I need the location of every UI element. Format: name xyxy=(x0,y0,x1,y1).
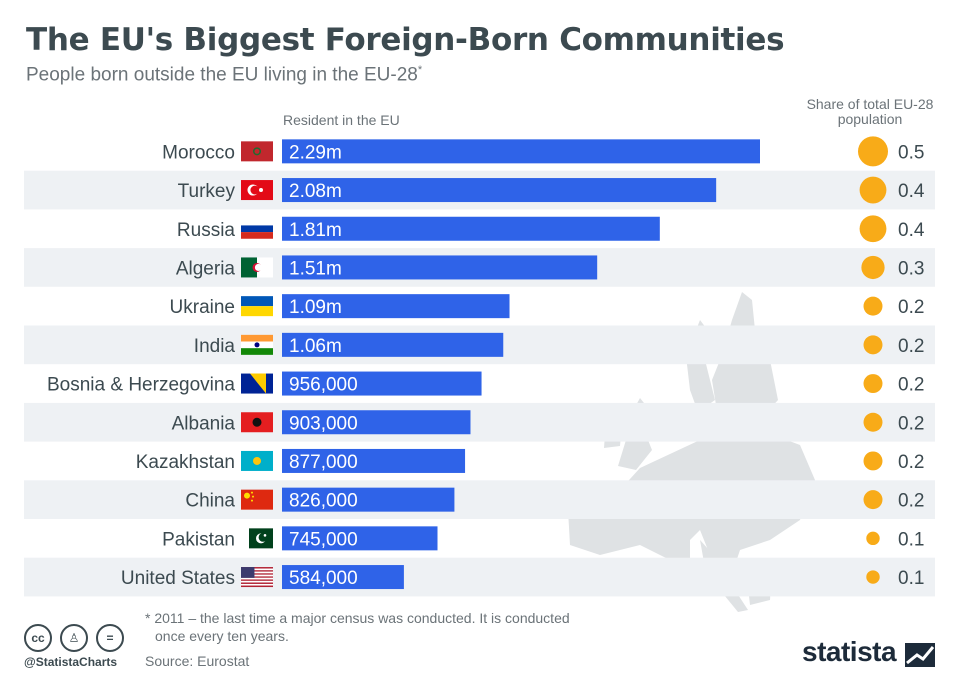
attribution-icon: ♙ xyxy=(60,624,88,652)
bar xyxy=(282,255,598,280)
twitter-handle: @StatistaCharts xyxy=(24,655,118,669)
share-bubble xyxy=(866,531,880,546)
category-label: Russia xyxy=(177,220,236,241)
category-label: Albania xyxy=(172,413,236,434)
subtitle-text: People born outside the EU living in the… xyxy=(26,64,418,86)
category-label: Bosnia & Herzegovina xyxy=(47,375,235,396)
no-derivatives-icon: = xyxy=(96,624,124,652)
bar-value-label: 1.81m xyxy=(289,220,342,241)
category-label: Algeria xyxy=(176,258,236,279)
share-value-label: 0.2 xyxy=(898,336,924,357)
category-label: Ukraine xyxy=(170,297,235,318)
row-stripe xyxy=(24,480,935,519)
statista-logo-text: statista xyxy=(802,636,897,667)
statista-logo-icon xyxy=(905,643,935,667)
bar-value-label: 1.06m xyxy=(289,336,342,357)
share-value-label: 0.2 xyxy=(898,375,924,396)
footnote: * 2011 – the last time a major census wa… xyxy=(145,609,570,645)
category-label: Turkey xyxy=(178,181,236,202)
row-stripe xyxy=(24,402,935,442)
category-label: China xyxy=(185,491,235,512)
share-bubble xyxy=(858,136,888,167)
bar-value-label: 2.08m xyxy=(289,181,342,202)
chart-title: The EU's Biggest Foreign-Born Communitie… xyxy=(26,22,785,58)
morocco-flag xyxy=(241,141,273,162)
license-icons: cc ♙ = xyxy=(24,624,132,652)
share-bubble xyxy=(863,490,883,510)
category-label: Kazakhstan xyxy=(136,452,235,473)
subtitle-footnote-marker: * xyxy=(417,64,423,76)
cc-icon: cc xyxy=(24,624,52,652)
share-bubble xyxy=(863,451,883,471)
china-flag xyxy=(241,489,273,510)
bar-value-label: 584,000 xyxy=(289,568,358,589)
column-header-share: Share of total EU-28 population xyxy=(806,96,934,127)
bar xyxy=(282,371,482,396)
share-bubble xyxy=(866,570,880,584)
category-label: Pakistan xyxy=(162,529,235,550)
russia-flag xyxy=(241,218,273,239)
bar xyxy=(282,410,471,435)
india-flag xyxy=(241,334,273,355)
ukraine-flag xyxy=(241,296,273,317)
bar-value-label: 2.29m xyxy=(289,142,342,163)
share-value-label: 0.2 xyxy=(898,413,924,434)
bar-value-label: 877,000 xyxy=(289,452,358,473)
share-value-label: 0.2 xyxy=(898,297,924,318)
bar-value-label: 826,000 xyxy=(289,491,358,512)
share-value-label: 0.3 xyxy=(898,258,924,279)
footnote-line-2: once every ten years. xyxy=(155,628,289,644)
column-header-resident: Resident in the EU xyxy=(283,112,400,128)
usa-flag xyxy=(241,567,273,588)
chart-subtitle: People born outside the EU living in the… xyxy=(26,64,422,86)
share-value-label: 0.1 xyxy=(898,568,924,589)
share-bubble xyxy=(863,374,883,394)
category-label: India xyxy=(194,336,236,357)
footnote-line-1: * 2011 – the last time a major census wa… xyxy=(145,610,570,626)
share-bubble xyxy=(863,335,883,355)
bar xyxy=(282,332,504,357)
source-label: Source: Eurostat xyxy=(145,653,250,669)
bar xyxy=(282,565,404,590)
bar xyxy=(282,294,510,319)
share-value-label: 0.4 xyxy=(898,181,925,202)
share-value-label: 0.2 xyxy=(898,452,924,473)
bar xyxy=(282,448,466,473)
kazakhstan-flag xyxy=(241,450,273,471)
bar xyxy=(282,178,717,203)
bar-value-label: 745,000 xyxy=(289,529,358,550)
share-bubble xyxy=(861,255,885,280)
bar xyxy=(282,526,438,551)
category-label: Morocco xyxy=(162,142,235,163)
row-stripe xyxy=(24,557,935,597)
bar-value-label: 1.09m xyxy=(289,297,342,318)
bosnia-flag xyxy=(241,373,273,394)
share-bubble xyxy=(859,176,887,204)
pakistan-flag xyxy=(241,528,273,549)
share-value-label: 0.4 xyxy=(898,220,925,241)
share-bubble xyxy=(863,296,883,316)
bar-value-label: 956,000 xyxy=(289,375,358,396)
share-value-label: 0.2 xyxy=(898,491,924,512)
bar-value-label: 903,000 xyxy=(289,413,358,434)
category-label: United States xyxy=(121,568,235,589)
bar-value-label: 1.51m xyxy=(289,258,342,279)
bar xyxy=(282,139,760,164)
bar xyxy=(282,487,455,512)
bar xyxy=(282,216,660,241)
turkey-flag xyxy=(241,180,273,201)
albania-flag xyxy=(241,412,273,433)
share-bubble xyxy=(859,215,887,243)
share-bubble xyxy=(863,412,883,432)
share-value-label: 0.1 xyxy=(898,529,924,550)
share-value-label: 0.5 xyxy=(898,142,924,163)
algeria-flag xyxy=(241,257,273,278)
